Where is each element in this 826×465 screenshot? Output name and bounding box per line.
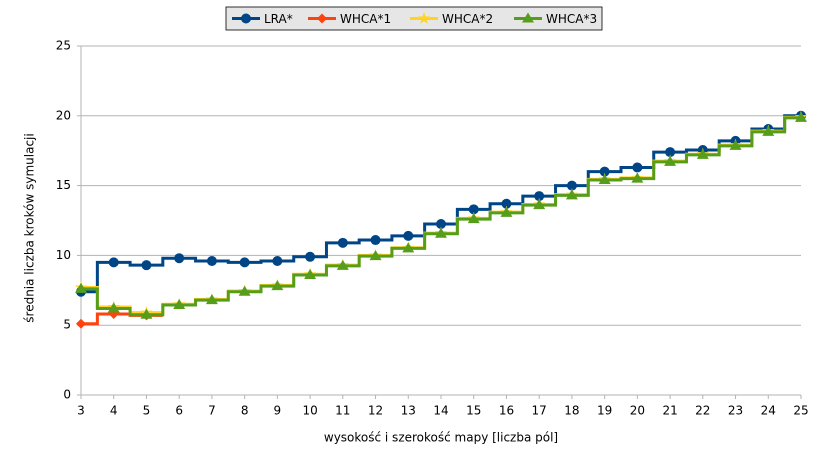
marker	[140, 308, 153, 319]
marker	[108, 257, 119, 268]
marker	[665, 147, 676, 158]
x-tick-label: 5	[143, 404, 151, 418]
marker	[173, 298, 186, 309]
marker	[632, 162, 643, 173]
marker	[75, 282, 87, 293]
x-tick-label: 15	[466, 404, 481, 418]
marker	[205, 294, 218, 305]
legend: LRA* WHCA*1 WHCA*2 WHCA*3	[225, 6, 603, 31]
marker	[305, 251, 316, 262]
marker	[317, 13, 327, 24]
y-tick-label: 5	[63, 318, 71, 332]
y-tick-label: 10	[56, 248, 71, 262]
marker	[664, 155, 677, 166]
marker	[141, 260, 152, 271]
marker	[565, 189, 578, 200]
legend-label: WHCA*1	[340, 12, 391, 26]
x-tick-label: 6	[175, 404, 183, 418]
marker	[436, 218, 446, 229]
x-tick-label: 12	[368, 404, 383, 418]
x-tick-label: 16	[499, 404, 514, 418]
x-tick-label: 13	[401, 404, 416, 418]
marker	[534, 191, 545, 202]
x-tick-label: 20	[630, 404, 645, 418]
marker	[566, 180, 577, 191]
x-tick-label: 19	[597, 404, 612, 418]
x-tick-label: 22	[695, 404, 710, 418]
x-tick-label: 24	[761, 404, 776, 418]
marker	[435, 227, 447, 238]
marker	[272, 255, 283, 266]
x-tick-label: 9	[274, 404, 282, 418]
marker	[370, 235, 381, 246]
marker	[522, 12, 534, 23]
x-tick-label: 21	[662, 404, 677, 418]
marker	[107, 302, 120, 313]
marker	[336, 259, 349, 270]
marker	[241, 13, 251, 24]
x-tick-label: 7	[208, 404, 216, 418]
marker	[271, 280, 284, 291]
series-line	[81, 114, 801, 294]
marker	[174, 253, 185, 264]
marker	[403, 230, 414, 241]
x-tick-label: 10	[302, 404, 317, 418]
marker	[500, 206, 513, 217]
x-tick-label: 4	[110, 404, 118, 418]
marker	[631, 172, 644, 183]
legend-label: WHCA*2	[442, 12, 493, 26]
marker	[76, 318, 86, 329]
marker	[369, 250, 382, 261]
x-tick-label: 25	[793, 404, 808, 418]
marker	[206, 255, 217, 266]
x-axis-title: wysokość i szerokość mapy [liczba pól]	[324, 431, 558, 445]
x-tick-label: 8	[241, 404, 249, 418]
marker	[762, 125, 775, 136]
marker	[598, 174, 611, 185]
marker	[729, 139, 742, 150]
x-tick-label: 14	[433, 404, 448, 418]
marker	[501, 198, 512, 209]
marker	[239, 257, 250, 268]
marker	[467, 213, 480, 224]
marker	[304, 268, 317, 279]
series-line	[81, 116, 801, 317]
legend-label: LRA*	[264, 12, 293, 26]
x-tick-label: 17	[532, 404, 547, 418]
y-axis-title: średnia liczba kroków symulacji	[23, 133, 37, 322]
marker	[599, 166, 610, 177]
marker	[795, 111, 807, 122]
marker	[468, 204, 479, 215]
y-tick-label: 15	[56, 178, 71, 192]
marker	[533, 199, 546, 210]
x-tick-label: 3	[77, 404, 85, 418]
y-tick-label: 25	[56, 39, 71, 53]
marker	[402, 242, 415, 253]
marker	[238, 285, 251, 296]
y-tick-label: 20	[56, 108, 71, 122]
legend-label: WHCA*3	[546, 12, 597, 26]
marker	[696, 148, 709, 159]
x-tick-label: 23	[728, 404, 743, 418]
marker	[337, 237, 348, 248]
marker	[417, 12, 431, 24]
x-tick-label: 11	[335, 404, 350, 418]
series-line	[81, 115, 801, 315]
y-tick-label: 0	[63, 388, 71, 402]
x-tick-label: 18	[564, 404, 579, 418]
